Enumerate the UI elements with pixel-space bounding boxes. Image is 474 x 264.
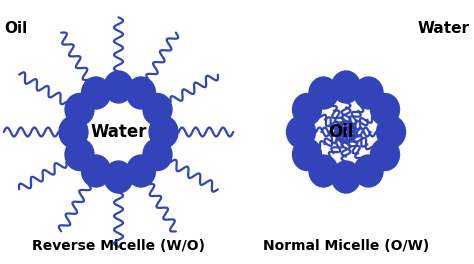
Ellipse shape <box>148 115 179 149</box>
Ellipse shape <box>308 76 338 110</box>
Ellipse shape <box>81 154 111 188</box>
Text: Reverse Micelle (W/O): Reverse Micelle (W/O) <box>32 239 205 253</box>
Text: Water: Water <box>417 21 469 36</box>
Ellipse shape <box>353 154 383 188</box>
Ellipse shape <box>292 138 322 171</box>
Ellipse shape <box>142 93 173 126</box>
Ellipse shape <box>286 115 316 149</box>
Ellipse shape <box>292 93 322 126</box>
Ellipse shape <box>331 160 361 194</box>
Ellipse shape <box>64 93 95 126</box>
Ellipse shape <box>64 138 95 171</box>
Ellipse shape <box>126 154 156 188</box>
Ellipse shape <box>103 160 134 194</box>
Ellipse shape <box>308 154 338 188</box>
Ellipse shape <box>81 76 111 110</box>
Text: Water: Water <box>90 123 147 141</box>
Ellipse shape <box>376 115 406 149</box>
Text: Normal Micelle (O/W): Normal Micelle (O/W) <box>263 239 429 253</box>
Ellipse shape <box>353 76 383 110</box>
Text: Oil: Oil <box>328 123 354 141</box>
Ellipse shape <box>370 138 400 171</box>
Ellipse shape <box>370 93 400 126</box>
Ellipse shape <box>142 138 173 171</box>
Ellipse shape <box>331 70 361 104</box>
Ellipse shape <box>58 115 89 149</box>
Text: Oil: Oil <box>5 21 28 36</box>
Ellipse shape <box>103 70 134 104</box>
Ellipse shape <box>126 76 156 110</box>
